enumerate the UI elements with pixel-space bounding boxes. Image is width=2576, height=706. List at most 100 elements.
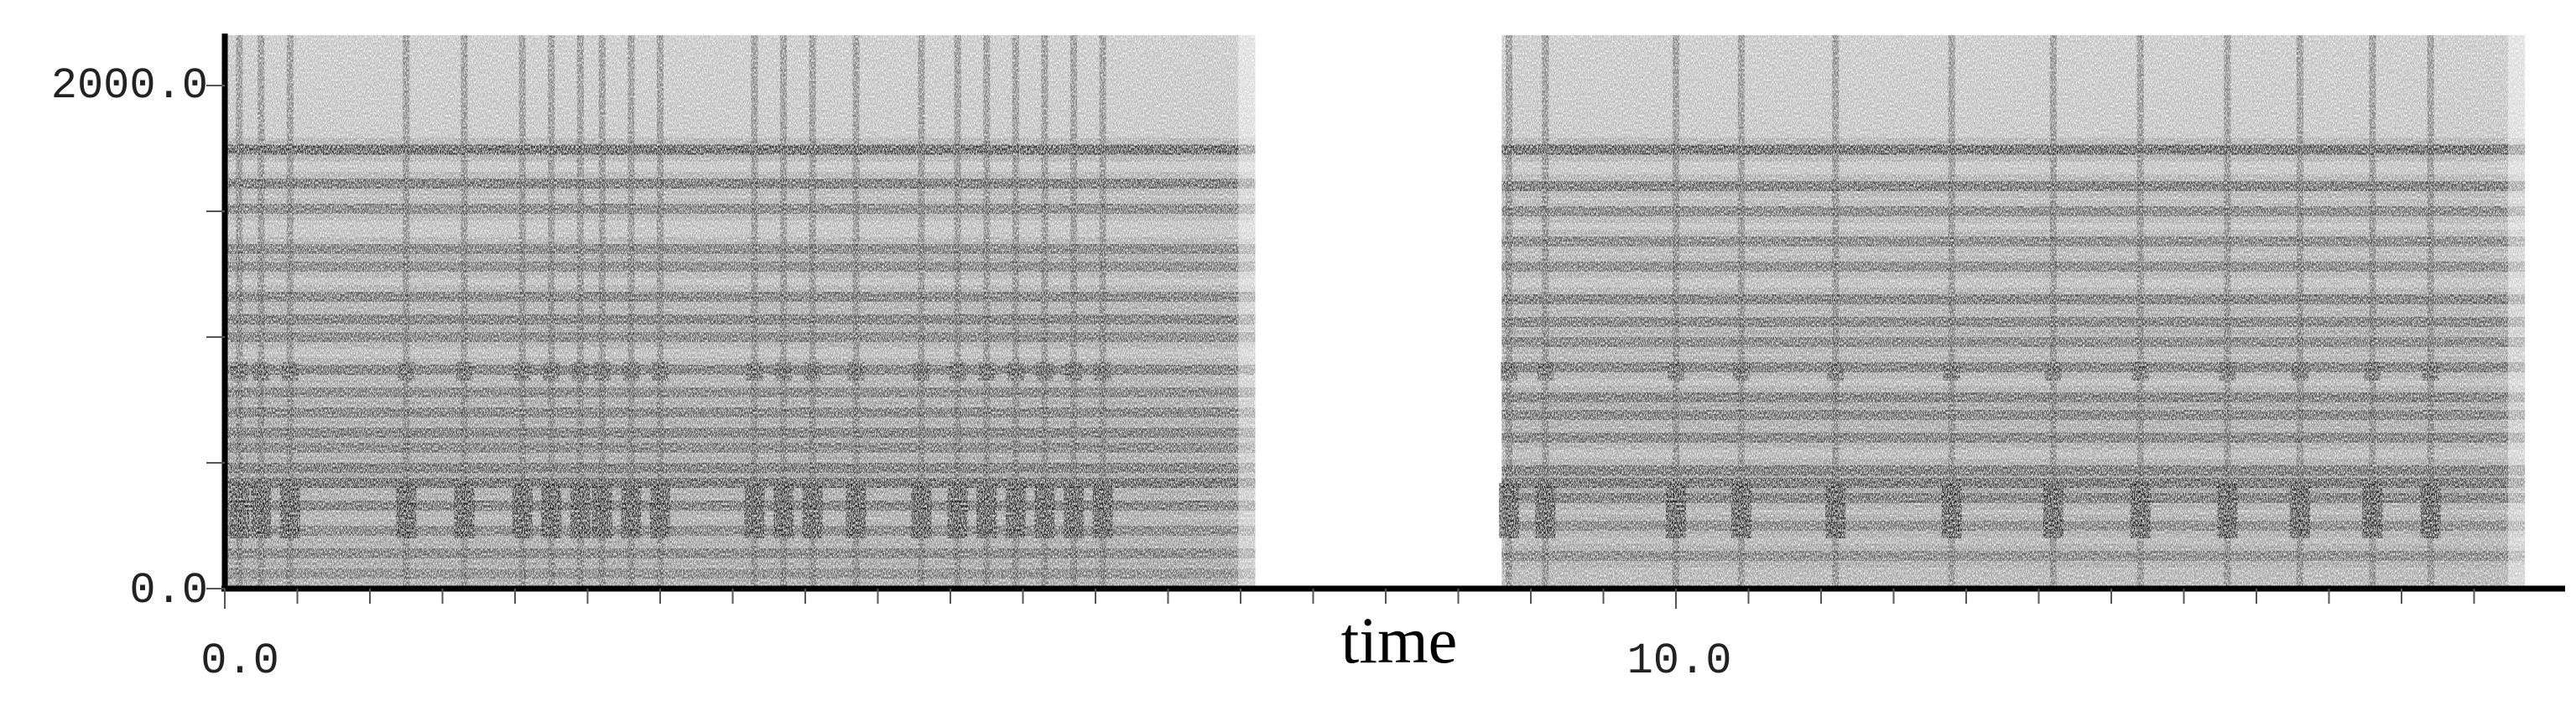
- onset-transient: [947, 483, 968, 538]
- harmonic-band-halo: [225, 255, 1256, 278]
- harmonic-band-halo: [1501, 426, 2526, 449]
- onset-streak: [461, 35, 468, 589]
- onset-transient: [2043, 483, 2063, 538]
- harmonic-band-halo: [225, 562, 1256, 585]
- segment-edge-fade: [1238, 35, 1256, 589]
- onset-streak: [1832, 35, 1840, 589]
- onset-transient: [2130, 483, 2151, 538]
- onset-streak: [2224, 35, 2231, 589]
- onset-streak: [2049, 35, 2057, 589]
- harmonic-band-halo: [225, 285, 1256, 309]
- onset-streak: [2369, 35, 2376, 589]
- onset-streak: [518, 35, 526, 589]
- onset-transient: [650, 483, 670, 538]
- onset-mid-blob: [2364, 362, 2381, 381]
- y-tick-label-bottom: 0.0: [129, 566, 208, 615]
- onset-transient: [570, 483, 591, 538]
- onset-mid-blob: [2044, 362, 2062, 381]
- harmonic-band-halo: [1501, 255, 2526, 278]
- onset-mid-blob: [1732, 362, 1750, 381]
- onset-mid-blob: [2131, 362, 2149, 381]
- harmonic-band-halo: [225, 325, 1256, 349]
- harmonic-band-halo: [225, 197, 1256, 221]
- onset-mid-blob: [1501, 362, 1518, 381]
- onset-mid-blob: [1827, 362, 1845, 381]
- onset-transient: [802, 483, 823, 538]
- onset-streak: [983, 35, 991, 589]
- onset-mid-blob: [978, 362, 996, 381]
- onset-mid-blob: [513, 362, 531, 381]
- onset-transient: [2289, 483, 2310, 538]
- onset-streak: [780, 35, 788, 589]
- onset-mid-blob: [913, 362, 930, 381]
- onset-transient: [976, 483, 997, 538]
- onset-streak: [2296, 35, 2303, 589]
- x-ticks: [224, 589, 2475, 609]
- onset-transient: [1941, 483, 1962, 538]
- onset-mid-blob: [398, 362, 415, 381]
- y-tick-label-top: 2000.0: [51, 61, 208, 111]
- segment-edge-fade: [2508, 35, 2526, 589]
- onset-mid-blob: [1094, 362, 1111, 381]
- onset-streak: [258, 35, 265, 589]
- harmonic-band-halo: [1501, 288, 2526, 311]
- onset-transient: [512, 483, 533, 538]
- onset-streak: [1948, 35, 1955, 589]
- onset-transient: [2217, 483, 2238, 538]
- onset-transient: [1092, 483, 1113, 538]
- onset-transient: [1535, 483, 1556, 538]
- onset-streak: [1041, 35, 1049, 589]
- onset-streak: [1099, 35, 1106, 589]
- harmonic-band-halo: [225, 358, 1256, 382]
- y-ticks: [206, 85, 225, 589]
- x-tick-label-first: 0.0: [200, 636, 279, 686]
- onset-transient: [279, 483, 300, 538]
- onset-mid-blob: [571, 362, 589, 381]
- onset-streak: [1737, 35, 1745, 589]
- onset-transient: [541, 483, 562, 538]
- onset-mid-blob: [804, 362, 821, 381]
- onset-mid-blob: [949, 362, 966, 381]
- harmonic-band-halo: [225, 172, 1256, 195]
- onset-streak: [598, 35, 606, 589]
- harmonic-band-halo: [1501, 330, 2526, 354]
- onset-transient: [1034, 483, 1055, 538]
- onset-transient: [396, 483, 417, 538]
- onset-transient: [251, 483, 272, 538]
- onset-mid-blob: [622, 362, 640, 381]
- onset-streak: [809, 35, 816, 589]
- x-tick-label-second: 10.0: [1627, 636, 1732, 686]
- onset-streak: [1070, 35, 1078, 589]
- onset-mid-blob: [1943, 362, 1960, 381]
- harmonic-band-halo: [225, 138, 1256, 162]
- onset-mid-blob: [1036, 362, 1054, 381]
- harmonic-band-halo: [1501, 310, 2526, 334]
- onset-streak: [403, 35, 410, 589]
- onset-transient: [744, 483, 765, 538]
- onset-streak: [954, 35, 961, 589]
- onset-streak: [2136, 35, 2144, 589]
- onset-streak: [852, 35, 860, 589]
- onset-transient: [1005, 483, 1026, 538]
- onset-transient: [1064, 483, 1085, 538]
- onset-mid-blob: [281, 362, 299, 381]
- onset-mid-blob: [252, 362, 270, 381]
- onset-mid-blob: [847, 362, 865, 381]
- onset-streak: [236, 35, 243, 589]
- harmonic-band-halo: [225, 436, 1256, 459]
- onset-streak: [627, 35, 635, 589]
- onset-mid-blob: [455, 362, 473, 381]
- onset-mid-blob: [2422, 362, 2439, 381]
- onset-transient: [2362, 483, 2383, 538]
- onset-transient: [846, 483, 866, 538]
- harmonic-band-halo: [1501, 138, 2526, 162]
- onset-streak: [657, 35, 664, 589]
- onset-transient: [2420, 483, 2441, 538]
- onset-mid-blob: [1065, 362, 1083, 381]
- plot-area: [225, 35, 2526, 589]
- onset-mid-blob: [652, 362, 669, 381]
- onset-mid-blob: [593, 362, 611, 381]
- onset-transient: [773, 483, 794, 538]
- onset-transient: [454, 483, 475, 538]
